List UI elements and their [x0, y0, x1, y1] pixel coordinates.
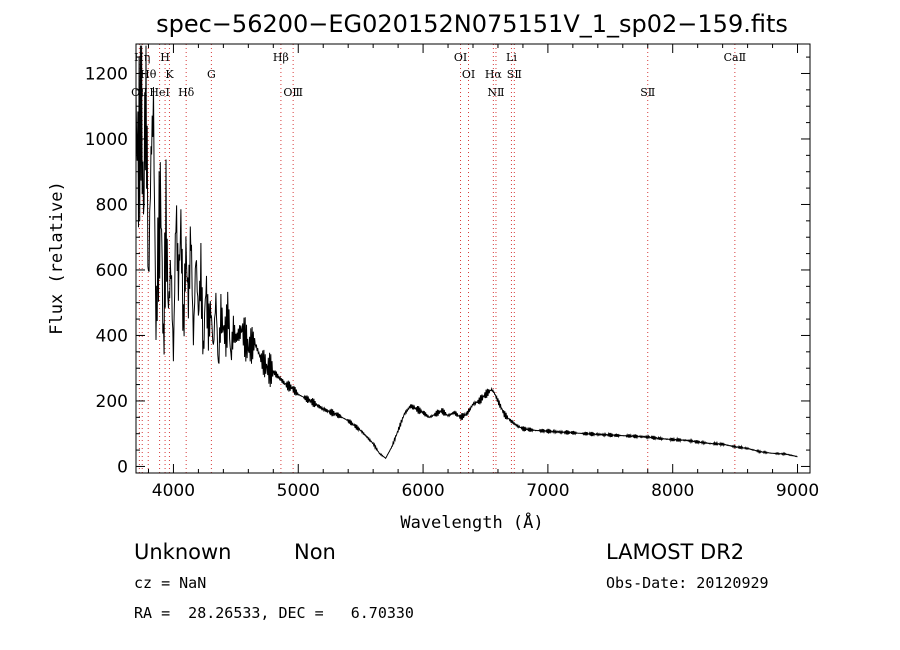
- spectral-line-label: NⅡ: [487, 86, 504, 99]
- chart-title: spec−56200−EG020152N075151V_1_sp02−159.f…: [156, 10, 788, 38]
- redshift-text: cz = NaN: [134, 574, 207, 592]
- axis-ticks: 4000 5000 6000 7000 8000 9000 0 200 400 600 800 100…: [85, 44, 819, 501]
- spectral-line-label: H: [160, 51, 170, 64]
- spectral-line-label: Li: [506, 51, 517, 64]
- x-axis-label: Wavelength (Å): [400, 511, 543, 533]
- object-subclass: Non: [294, 540, 336, 564]
- spectral-line-label: HeI: [149, 86, 169, 99]
- spectral-line-label: SⅡ: [507, 68, 522, 81]
- y-tick-label: 600: [96, 261, 128, 281]
- plot-frame: [135, 43, 811, 474]
- x-tick-label: 7000: [526, 481, 569, 501]
- spectral-line-label: K: [165, 68, 174, 81]
- obs-date-text: Obs-Date: 20120929: [606, 574, 769, 592]
- spectral-line-label: Hδ: [178, 86, 195, 99]
- y-tick-label: 0: [117, 457, 128, 477]
- object-class: Unknown: [134, 540, 232, 564]
- y-tick-label: 1000: [85, 130, 128, 150]
- x-tick-label: 4000: [152, 481, 195, 501]
- spectral-line-label: Hα: [485, 68, 503, 81]
- spectral-line-label: Hθ: [140, 68, 157, 81]
- spectral-line-label: SⅡ: [640, 86, 655, 99]
- y-tick-label: 200: [96, 392, 128, 412]
- survey-name: LAMOST DR2: [606, 540, 745, 564]
- spectral-line-label: OI: [454, 51, 467, 64]
- x-tick-label: 5000: [277, 481, 320, 501]
- spectral-line-label: CaⅡ: [724, 51, 746, 64]
- x-tick-label: 6000: [401, 481, 444, 501]
- coordinates-text: RA = 28.26533, DEC = 6.70330: [134, 604, 414, 622]
- spectral-line-label: OⅢ: [283, 86, 303, 99]
- y-tick-label: 800: [96, 195, 128, 215]
- y-tick-label: 400: [96, 326, 128, 346]
- y-axis-label: Flux (relative): [47, 181, 67, 335]
- spectral-line-label: G: [207, 68, 216, 81]
- spectrum-line: [135, 45, 798, 460]
- spectral-line-label: Hβ: [273, 51, 289, 64]
- y-tick-label: 1200: [85, 64, 128, 84]
- x-tick-label: 8000: [651, 481, 694, 501]
- spectral-line-label: OI: [462, 68, 475, 81]
- x-tick-label: 9000: [776, 481, 819, 501]
